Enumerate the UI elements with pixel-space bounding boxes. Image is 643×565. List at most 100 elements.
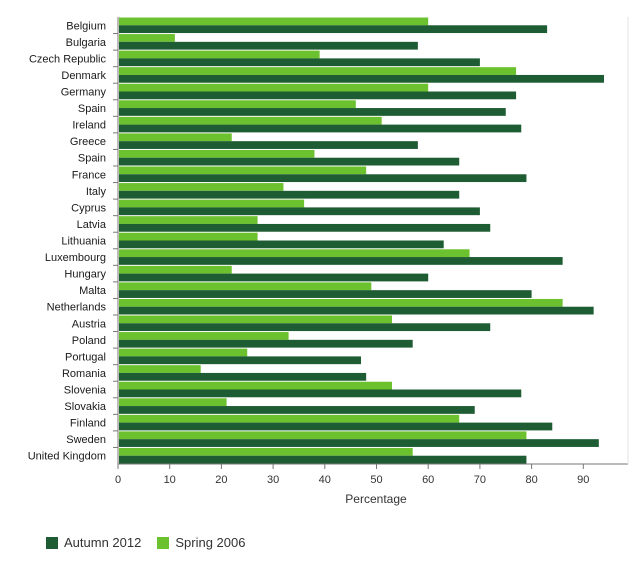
bar-autumn-2012[interactable] xyxy=(119,91,517,100)
bar-autumn-2012[interactable] xyxy=(119,389,522,398)
legend: Autumn 2012 Spring 2006 xyxy=(46,535,245,550)
bar-spring-2006[interactable] xyxy=(119,447,413,456)
bar-autumn-2012[interactable] xyxy=(119,157,460,166)
bar-spring-2006[interactable] xyxy=(119,83,429,92)
bar-spring-2006[interactable] xyxy=(119,348,248,357)
legend-swatch xyxy=(157,536,170,549)
x-tick-label: 50 xyxy=(370,474,382,486)
category-label: Cyprus xyxy=(71,202,106,214)
category-label: Portugal xyxy=(65,351,106,363)
bar-spring-2006[interactable] xyxy=(119,166,367,175)
category-label: Austria xyxy=(72,318,107,330)
category-label: Germany xyxy=(61,87,107,99)
legend-item-autumn-2012[interactable]: Autumn 2012 xyxy=(46,535,141,550)
bar-spring-2006[interactable] xyxy=(119,398,227,407)
category-label: Spain xyxy=(78,153,106,165)
category-label: Italy xyxy=(86,186,107,198)
bar-autumn-2012[interactable] xyxy=(119,339,413,348)
x-tick-label: 60 xyxy=(422,474,434,486)
bar-spring-2006[interactable] xyxy=(119,365,201,373)
bar-autumn-2012[interactable] xyxy=(119,240,444,249)
bar-autumn-2012[interactable] xyxy=(119,290,532,298)
bar-spring-2006[interactable] xyxy=(119,100,356,109)
category-label: Czech Republic xyxy=(29,53,107,65)
bar-spring-2006[interactable] xyxy=(119,315,393,324)
bar-spring-2006[interactable] xyxy=(119,67,517,75)
bar-autumn-2012[interactable] xyxy=(119,174,527,183)
category-label: Denmark xyxy=(61,70,106,82)
x-axis-ticks: 0 10 20 30 40 50 60 70 80 90 xyxy=(113,33,589,486)
x-tick-label: 90 xyxy=(577,474,589,486)
legend-label: Spring 2006 xyxy=(175,535,246,550)
bar-spring-2006[interactable] xyxy=(119,282,372,291)
bar-autumn-2012[interactable] xyxy=(119,306,594,315)
category-label: Spain xyxy=(78,103,106,115)
category-label: Slovakia xyxy=(64,401,106,413)
category-label: Malta xyxy=(79,285,107,297)
bar-chart: Belgium Bulgaria Czech Republic Denmark Germ… xyxy=(28,17,629,506)
bar-spring-2006[interactable] xyxy=(119,133,232,142)
category-label: Luxembourg xyxy=(45,252,106,264)
bar-autumn-2012[interactable] xyxy=(119,124,522,133)
bar-spring-2006[interactable] xyxy=(119,232,258,241)
category-label: Greece xyxy=(70,136,106,148)
bar-spring-2006[interactable] xyxy=(119,381,393,390)
x-tick-label: 30 xyxy=(267,474,279,486)
bars-group xyxy=(119,17,604,464)
bar-autumn-2012[interactable] xyxy=(119,141,418,149)
bar-autumn-2012[interactable] xyxy=(119,356,361,365)
bar-spring-2006[interactable] xyxy=(119,249,470,258)
bar-autumn-2012[interactable] xyxy=(119,273,429,282)
category-label: France xyxy=(72,169,106,181)
x-tick-label: 10 xyxy=(164,474,176,486)
category-label: Netherlands xyxy=(47,302,107,314)
bar-spring-2006[interactable] xyxy=(119,50,320,59)
category-label: Slovenia xyxy=(64,385,107,397)
bar-spring-2006[interactable] xyxy=(119,414,460,423)
bar-autumn-2012[interactable] xyxy=(119,74,604,83)
bar-autumn-2012[interactable] xyxy=(119,372,367,381)
x-tick-label: 80 xyxy=(525,474,537,486)
category-label: Finland xyxy=(70,418,106,430)
category-label: Lithuania xyxy=(61,236,107,248)
bar-spring-2006[interactable] xyxy=(119,431,527,440)
bar-spring-2006[interactable] xyxy=(119,199,305,208)
bar-autumn-2012[interactable] xyxy=(119,25,548,34)
category-label: Hungary xyxy=(64,269,106,281)
bar-spring-2006[interactable] xyxy=(119,116,382,125)
bar-autumn-2012[interactable] xyxy=(119,223,491,232)
x-tick-label: 70 xyxy=(474,474,486,486)
category-label: Belgium xyxy=(66,20,106,32)
bar-spring-2006[interactable] xyxy=(119,298,563,307)
category-label: Latvia xyxy=(77,219,107,231)
bar-autumn-2012[interactable] xyxy=(119,323,491,332)
bar-autumn-2012[interactable] xyxy=(119,108,506,116)
bar-spring-2006[interactable] xyxy=(119,332,289,340)
bar-spring-2006[interactable] xyxy=(119,183,284,191)
bar-autumn-2012[interactable] xyxy=(119,58,480,67)
x-axis-title: Percentage xyxy=(345,492,407,506)
bar-autumn-2012[interactable] xyxy=(119,207,480,216)
bar-autumn-2012[interactable] xyxy=(119,257,563,265)
category-label: Romania xyxy=(62,368,107,380)
bar-autumn-2012[interactable] xyxy=(119,190,460,199)
x-tick-label: 0 xyxy=(115,474,121,486)
category-label: Sweden xyxy=(66,434,106,446)
bar-autumn-2012[interactable] xyxy=(119,41,418,50)
bar-spring-2006[interactable] xyxy=(119,149,315,158)
legend-label: Autumn 2012 xyxy=(64,535,142,550)
bar-autumn-2012[interactable] xyxy=(119,455,527,464)
bar-spring-2006[interactable] xyxy=(119,265,232,274)
x-tick-label: 40 xyxy=(319,474,331,486)
category-labels: Belgium Bulgaria Czech Republic Denmark Germ… xyxy=(28,20,107,462)
bar-autumn-2012[interactable] xyxy=(119,406,475,414)
bar-spring-2006[interactable] xyxy=(119,17,429,26)
category-label: United Kingdom xyxy=(28,451,106,463)
bar-spring-2006[interactable] xyxy=(119,34,175,42)
bar-autumn-2012[interactable] xyxy=(119,439,599,447)
x-tick-label: 20 xyxy=(215,474,227,486)
legend-swatch xyxy=(46,536,58,549)
bar-spring-2006[interactable] xyxy=(119,216,258,224)
legend-item-spring-2006[interactable]: Spring 2006 xyxy=(157,535,245,550)
bar-autumn-2012[interactable] xyxy=(119,422,553,431)
